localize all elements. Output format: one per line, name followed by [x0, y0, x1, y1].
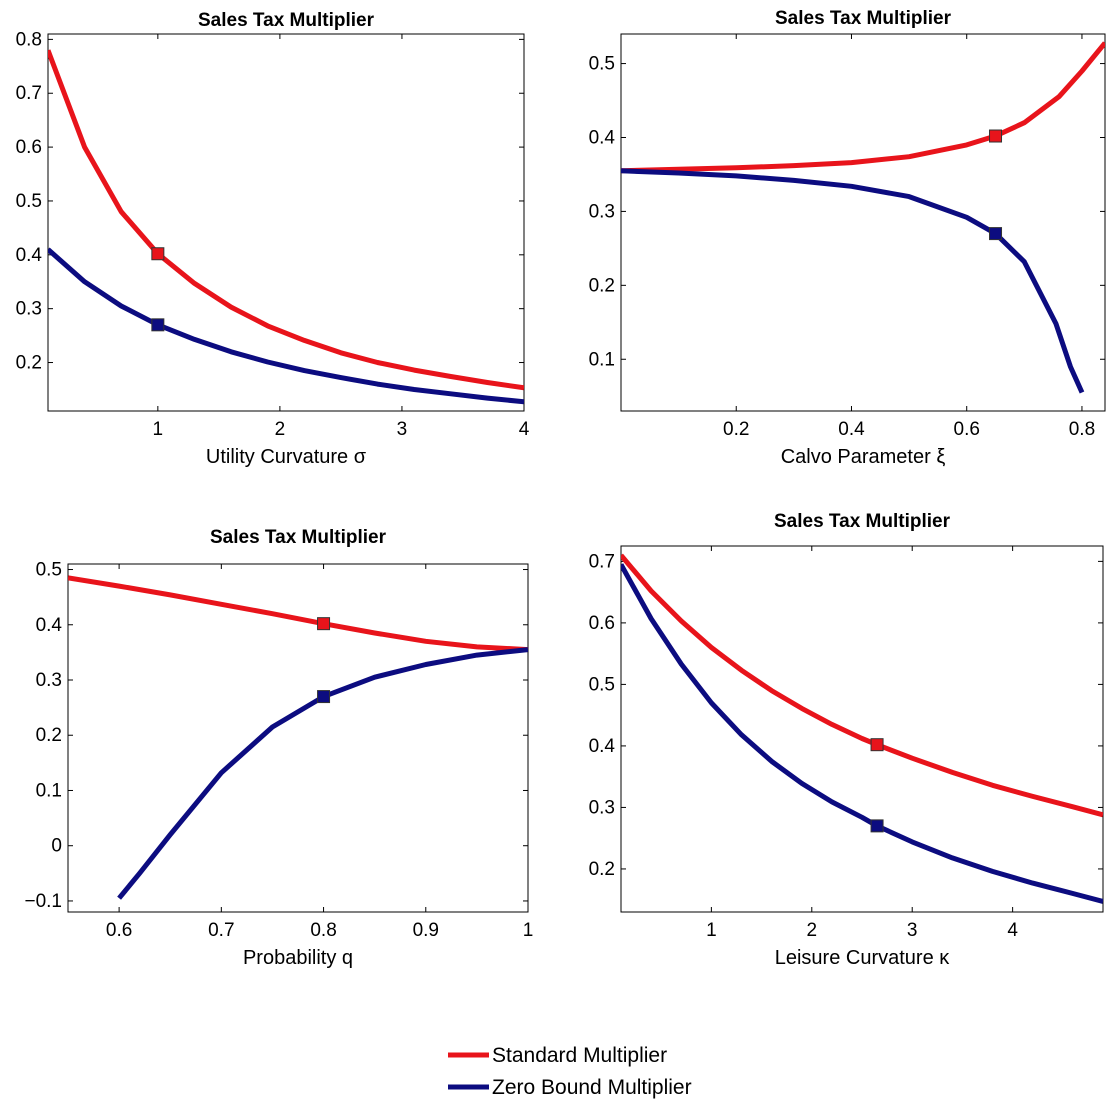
chart-panel-2: Sales Tax Multiplier 0.2 0.4 0.6 0.8 0.1 0.2 0.… [589, 8, 1106, 468]
x-tick-label: 0.6 [954, 419, 980, 440]
x-tick-label: 0.8 [310, 920, 336, 941]
y-tick-label: 0.4 [589, 736, 616, 757]
y-tick-label: 0.1 [589, 349, 615, 370]
x-tick-label: 1 [706, 920, 717, 941]
x-tick-label: 4 [519, 419, 530, 440]
x-tick-label: 1 [523, 920, 534, 941]
chart-panel-4: Sales Tax Multiplier 1 2 3 4 0.2 0.3 0.4 0.5 0.6 0… [589, 511, 1104, 969]
plot-area [47, 33, 525, 412]
y-tick-label: 0.7 [589, 551, 615, 572]
plot-area [620, 545, 1104, 913]
y-tick-label: −0.1 [24, 891, 62, 912]
series-line-zero-bound [117, 647, 528, 900]
x-axis-label: Probability q [243, 947, 353, 969]
marker-zero-bound [870, 819, 884, 833]
chart-title: Sales Tax Multiplier [775, 8, 952, 29]
chart-panel-3: Sales Tax Multiplier 0.6 0.7 0.8 0.9 1 −0.1 0 0.… [24, 527, 533, 969]
series-line-standard [48, 49, 524, 391]
y-tick-label: 0.6 [589, 613, 615, 634]
x-tick-label: 0.7 [208, 920, 234, 941]
x-tick-label: 0.6 [106, 920, 132, 941]
x-axis-label: Utility Curvature σ [206, 446, 367, 468]
marker-standard [151, 247, 165, 261]
x-tick-label: 3 [907, 920, 918, 941]
y-tick-label: 0.5 [589, 54, 615, 75]
chart-title: Sales Tax Multiplier [774, 511, 951, 532]
x-tick-label: 2 [807, 920, 818, 941]
plot-area [620, 33, 1106, 412]
marker-standard [989, 129, 1003, 143]
y-tick-label: 0.2 [36, 725, 62, 746]
series-line-zero-bound [48, 247, 524, 405]
series-line-standard [621, 41, 1105, 174]
chart-panel-1: Sales Tax Multiplier 1 2 3 4 0.2 0.3 0.4 0.5 0.6 0… [16, 10, 530, 468]
marker-zero-bound [317, 690, 331, 704]
y-tick-label: 0.8 [16, 29, 42, 50]
x-tick-label: 0.4 [838, 419, 865, 440]
y-tick-label: 0.2 [16, 353, 42, 374]
plot-area [67, 563, 529, 913]
series-line-standard [621, 553, 1103, 818]
series-line-standard [68, 575, 528, 653]
y-tick-label: 0.2 [589, 859, 615, 880]
y-tick-label: 0.3 [589, 797, 615, 818]
y-tick-label: 0.3 [589, 201, 615, 222]
y-tick-label: 0.4 [36, 615, 63, 636]
marker-standard [870, 738, 884, 752]
y-tick-label: 0.3 [16, 299, 42, 320]
x-tick-label: 2 [275, 419, 286, 440]
x-tick-label: 3 [397, 419, 408, 440]
y-tick-label: 0.5 [589, 674, 615, 695]
y-tick-label: 0.2 [589, 275, 615, 296]
legend: Standard Multiplier Zero Bound Multiplie… [448, 1044, 692, 1099]
x-tick-label: 4 [1007, 920, 1018, 941]
marker-zero-bound [151, 318, 165, 332]
y-tick-label: 0.5 [36, 560, 62, 581]
y-tick-label: 0.4 [589, 127, 616, 148]
x-tick-label: 0.2 [723, 419, 749, 440]
x-tick-label: 0.9 [413, 920, 439, 941]
y-tick-label: 0.5 [16, 191, 42, 212]
marker-standard [317, 617, 331, 631]
y-tick-label: 0.4 [16, 245, 43, 266]
chart-title: Sales Tax Multiplier [210, 527, 387, 548]
y-tick-label: 0.7 [16, 83, 42, 104]
x-axis-label: Leisure Curvature κ [775, 947, 951, 969]
legend-label-zero-bound: Zero Bound Multiplier [492, 1076, 692, 1099]
chart-title: Sales Tax Multiplier [198, 10, 375, 31]
y-tick-label: 0.1 [36, 780, 62, 801]
y-tick-label: 0.3 [36, 670, 62, 691]
x-tick-label: 0.8 [1069, 419, 1095, 440]
x-tick-label: 1 [153, 419, 164, 440]
y-tick-label: 0.6 [16, 137, 42, 158]
y-tick-label: 0 [51, 836, 62, 857]
chart-panels: Sales Tax Multiplier 1 2 3 4 0.2 0.3 0.4 0.5 0.6 0… [16, 8, 1106, 969]
legend-label-standard: Standard Multiplier [492, 1044, 667, 1067]
x-axis-label: Calvo Parameter ξ [781, 446, 946, 468]
marker-zero-bound [989, 227, 1003, 241]
series-line-zero-bound [621, 563, 1103, 904]
series-line-zero-bound [621, 168, 1085, 394]
